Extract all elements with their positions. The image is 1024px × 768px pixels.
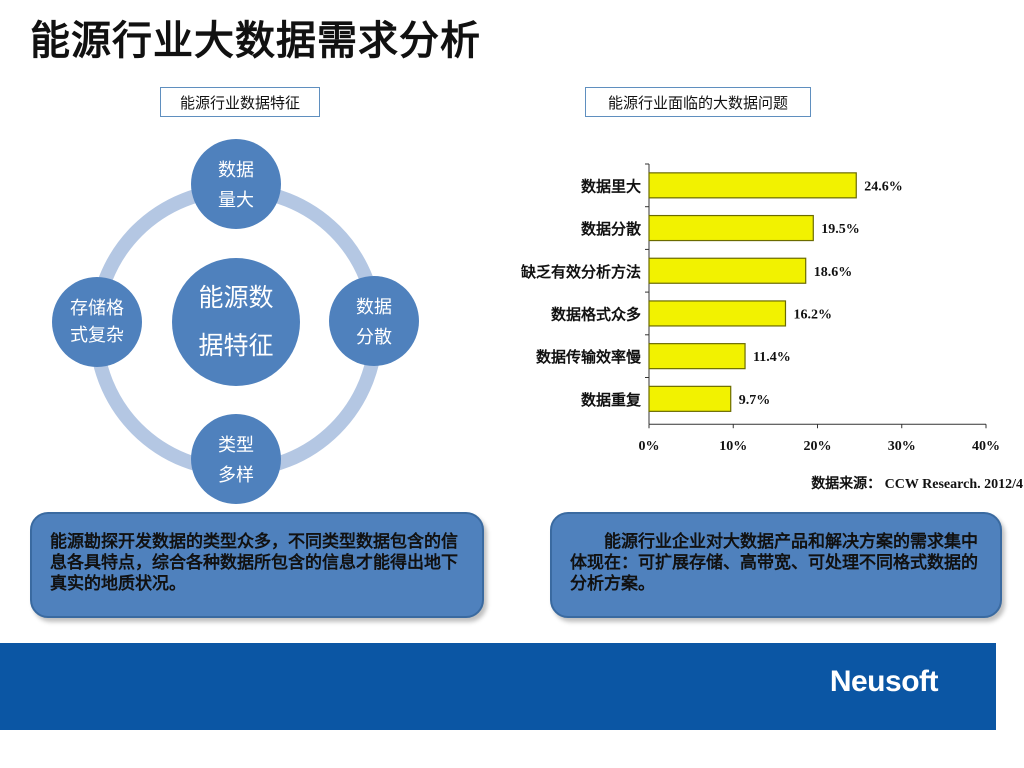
- footer-bar: Neusoft: [0, 643, 996, 730]
- diagram-center-label-line2: 据特征: [198, 331, 273, 360]
- data-feature-diagram: 能源数 据特征 数据 量大 数据 分散 类型 多样 存储格 式复杂: [52, 139, 419, 504]
- bar: [648, 214, 814, 242]
- diagram-node-left: [52, 277, 142, 367]
- x-tick-label: 30%: [888, 439, 916, 454]
- data-label: 18.6%: [814, 265, 853, 280]
- x-tick-label: 40%: [972, 439, 1000, 454]
- category-label: 数据传输效率慢: [536, 348, 642, 366]
- chart-source: 数据来源： CCW Research. 2012/4: [811, 475, 1023, 492]
- diagram-node-left-line1: 存储格: [70, 298, 124, 319]
- diagram-node-top-line1: 数据: [218, 160, 254, 181]
- bar: [648, 385, 732, 412]
- neusoft-logo: Neusoft: [829, 665, 939, 698]
- diagram-node-left-line2: 式复杂: [70, 325, 124, 346]
- diagram-node-top-line2: 量大: [218, 190, 254, 211]
- diagram-node-bottom-line2: 多样: [218, 465, 254, 486]
- left-section-label: 能源行业数据特征: [160, 87, 320, 117]
- bar: [648, 343, 746, 370]
- data-label: 19.5%: [821, 222, 860, 237]
- page-title: 能源行业大数据需求分析: [30, 18, 481, 64]
- category-label: 数据重复: [581, 391, 642, 409]
- energy-bigdata-issues-chart: 数据里大 24.6% 数据分散 19.5% 缺乏有效分析方法 18.6% 数据格式众多 16.…: [520, 163, 1023, 492]
- category-label: 数据分散: [581, 220, 642, 238]
- right-info-box: 能源行业企业对大数据产品和解决方案的需求集中体现在：可扩展存储、高带宽、可处理不…: [550, 512, 1002, 618]
- diagram-node-right: [329, 276, 419, 366]
- bar: [648, 300, 787, 327]
- category-label: 数据格式众多: [551, 305, 641, 323]
- left-info-box: 能源勘探开发数据的类型众多，不同类型数据包含的信息各具特点，综合各种数据所包含的…: [30, 512, 484, 618]
- data-label: 16.2%: [793, 307, 832, 322]
- diagram-node-right-line2: 分散: [356, 327, 392, 348]
- data-label: 24.6%: [864, 179, 903, 194]
- category-label: 数据里大: [581, 177, 641, 195]
- diagram-node-top: [191, 139, 281, 229]
- category-label: 缺乏有效分析方法: [520, 263, 641, 281]
- x-tick-label: 0%: [639, 439, 660, 454]
- data-label: 9.7%: [739, 393, 771, 408]
- data-label: 11.4%: [753, 350, 791, 365]
- diagram-center-label-line1: 能源数: [198, 283, 273, 312]
- diagram-node-bottom: [191, 414, 281, 504]
- right-section-label: 能源行业面临的大数据问题: [585, 87, 811, 117]
- x-tick-label: 20%: [804, 439, 832, 454]
- diagram-node-bottom-line1: 类型: [218, 435, 254, 456]
- bar: [648, 257, 807, 284]
- diagram-node-right-line1: 数据: [356, 297, 392, 318]
- diagram-center-node: [172, 258, 300, 386]
- bar: [648, 172, 857, 199]
- x-tick-label: 10%: [719, 439, 747, 454]
